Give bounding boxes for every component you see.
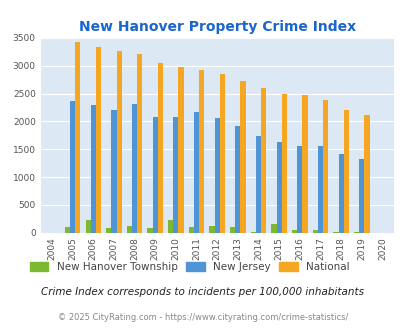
Bar <box>178 67 183 233</box>
Bar <box>255 136 260 233</box>
Bar <box>214 118 219 233</box>
Bar <box>343 110 348 233</box>
Bar <box>106 228 111 233</box>
Bar <box>65 227 70 233</box>
Bar <box>209 226 214 233</box>
Bar <box>116 51 121 233</box>
Bar <box>312 230 317 233</box>
Bar <box>240 81 245 233</box>
Bar <box>168 220 173 233</box>
Bar <box>137 54 142 233</box>
Bar <box>111 110 116 233</box>
Bar <box>147 228 152 233</box>
Bar <box>317 146 322 233</box>
Bar <box>70 101 75 233</box>
Legend: New Hanover Township, New Jersey, National: New Hanover Township, New Jersey, Nation… <box>26 258 353 276</box>
Text: Crime Index corresponds to incidents per 100,000 inhabitants: Crime Index corresponds to incidents per… <box>41 287 364 297</box>
Bar <box>276 142 281 233</box>
Bar <box>96 47 101 233</box>
Bar <box>358 159 363 233</box>
Bar <box>322 100 327 233</box>
Bar <box>126 226 132 233</box>
Bar <box>194 113 198 233</box>
Bar <box>188 227 194 233</box>
Bar <box>302 95 307 233</box>
Bar <box>338 154 343 233</box>
Bar <box>235 126 240 233</box>
Bar <box>75 42 80 233</box>
Bar <box>90 105 96 233</box>
Bar <box>296 146 302 233</box>
Bar <box>363 115 369 233</box>
Bar <box>158 63 162 233</box>
Bar <box>132 104 137 233</box>
Bar <box>260 88 266 233</box>
Bar <box>219 74 224 233</box>
Bar <box>353 232 358 233</box>
Bar <box>173 117 178 233</box>
Bar <box>85 219 90 233</box>
Title: New Hanover Property Crime Index: New Hanover Property Crime Index <box>79 20 355 34</box>
Text: © 2025 CityRating.com - https://www.cityrating.com/crime-statistics/: © 2025 CityRating.com - https://www.city… <box>58 313 347 322</box>
Bar <box>198 70 204 233</box>
Bar <box>271 224 276 233</box>
Bar <box>250 232 255 233</box>
Bar <box>230 227 235 233</box>
Bar <box>152 117 158 233</box>
Bar <box>281 94 286 233</box>
Bar <box>291 230 296 233</box>
Bar <box>333 232 338 233</box>
